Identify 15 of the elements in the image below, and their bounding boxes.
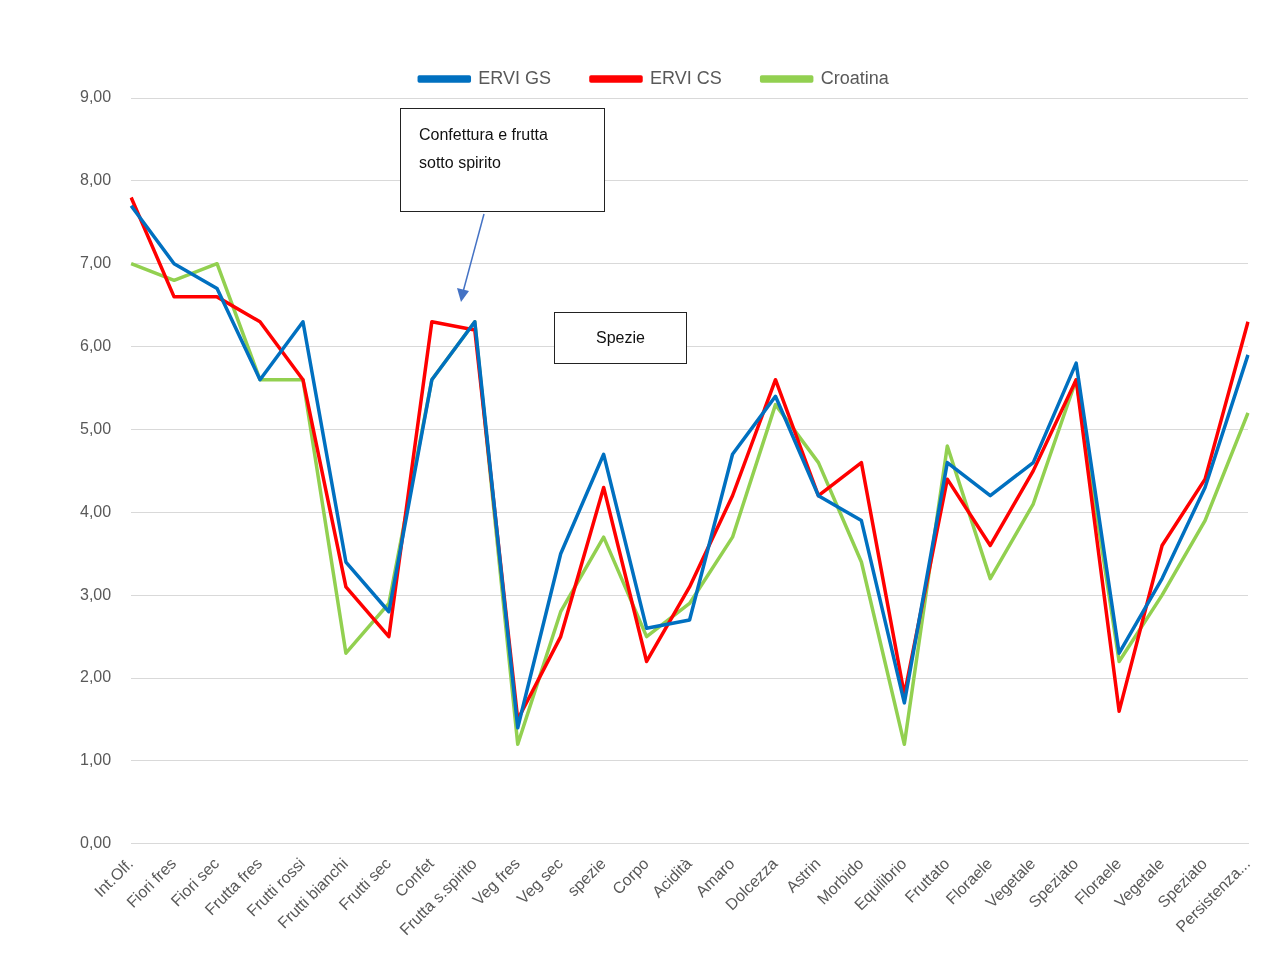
legend-label: ERVI GS (478, 67, 551, 88)
y-tick-label: 2,00 (80, 668, 112, 686)
y-tick-label: 0,00 (80, 834, 112, 852)
y-tick-label: 5,00 (80, 419, 112, 437)
y-tick-label: 8,00 (80, 171, 112, 189)
y-tick-label: 6,00 (80, 336, 112, 354)
legend-label: ERVI CS (649, 67, 722, 88)
y-tick-label: 3,00 (80, 585, 112, 603)
y-tick-label: 9,00 (80, 88, 112, 106)
text-box: Confettura e frutta sotto spirito (400, 108, 605, 212)
legend-label: Croatina (820, 67, 890, 88)
y-tick-label: 4,00 (80, 502, 112, 520)
y-tick-label: 1,00 (80, 751, 112, 769)
text-box: Spezie (554, 312, 687, 364)
y-tick-label: 7,00 (80, 254, 112, 272)
